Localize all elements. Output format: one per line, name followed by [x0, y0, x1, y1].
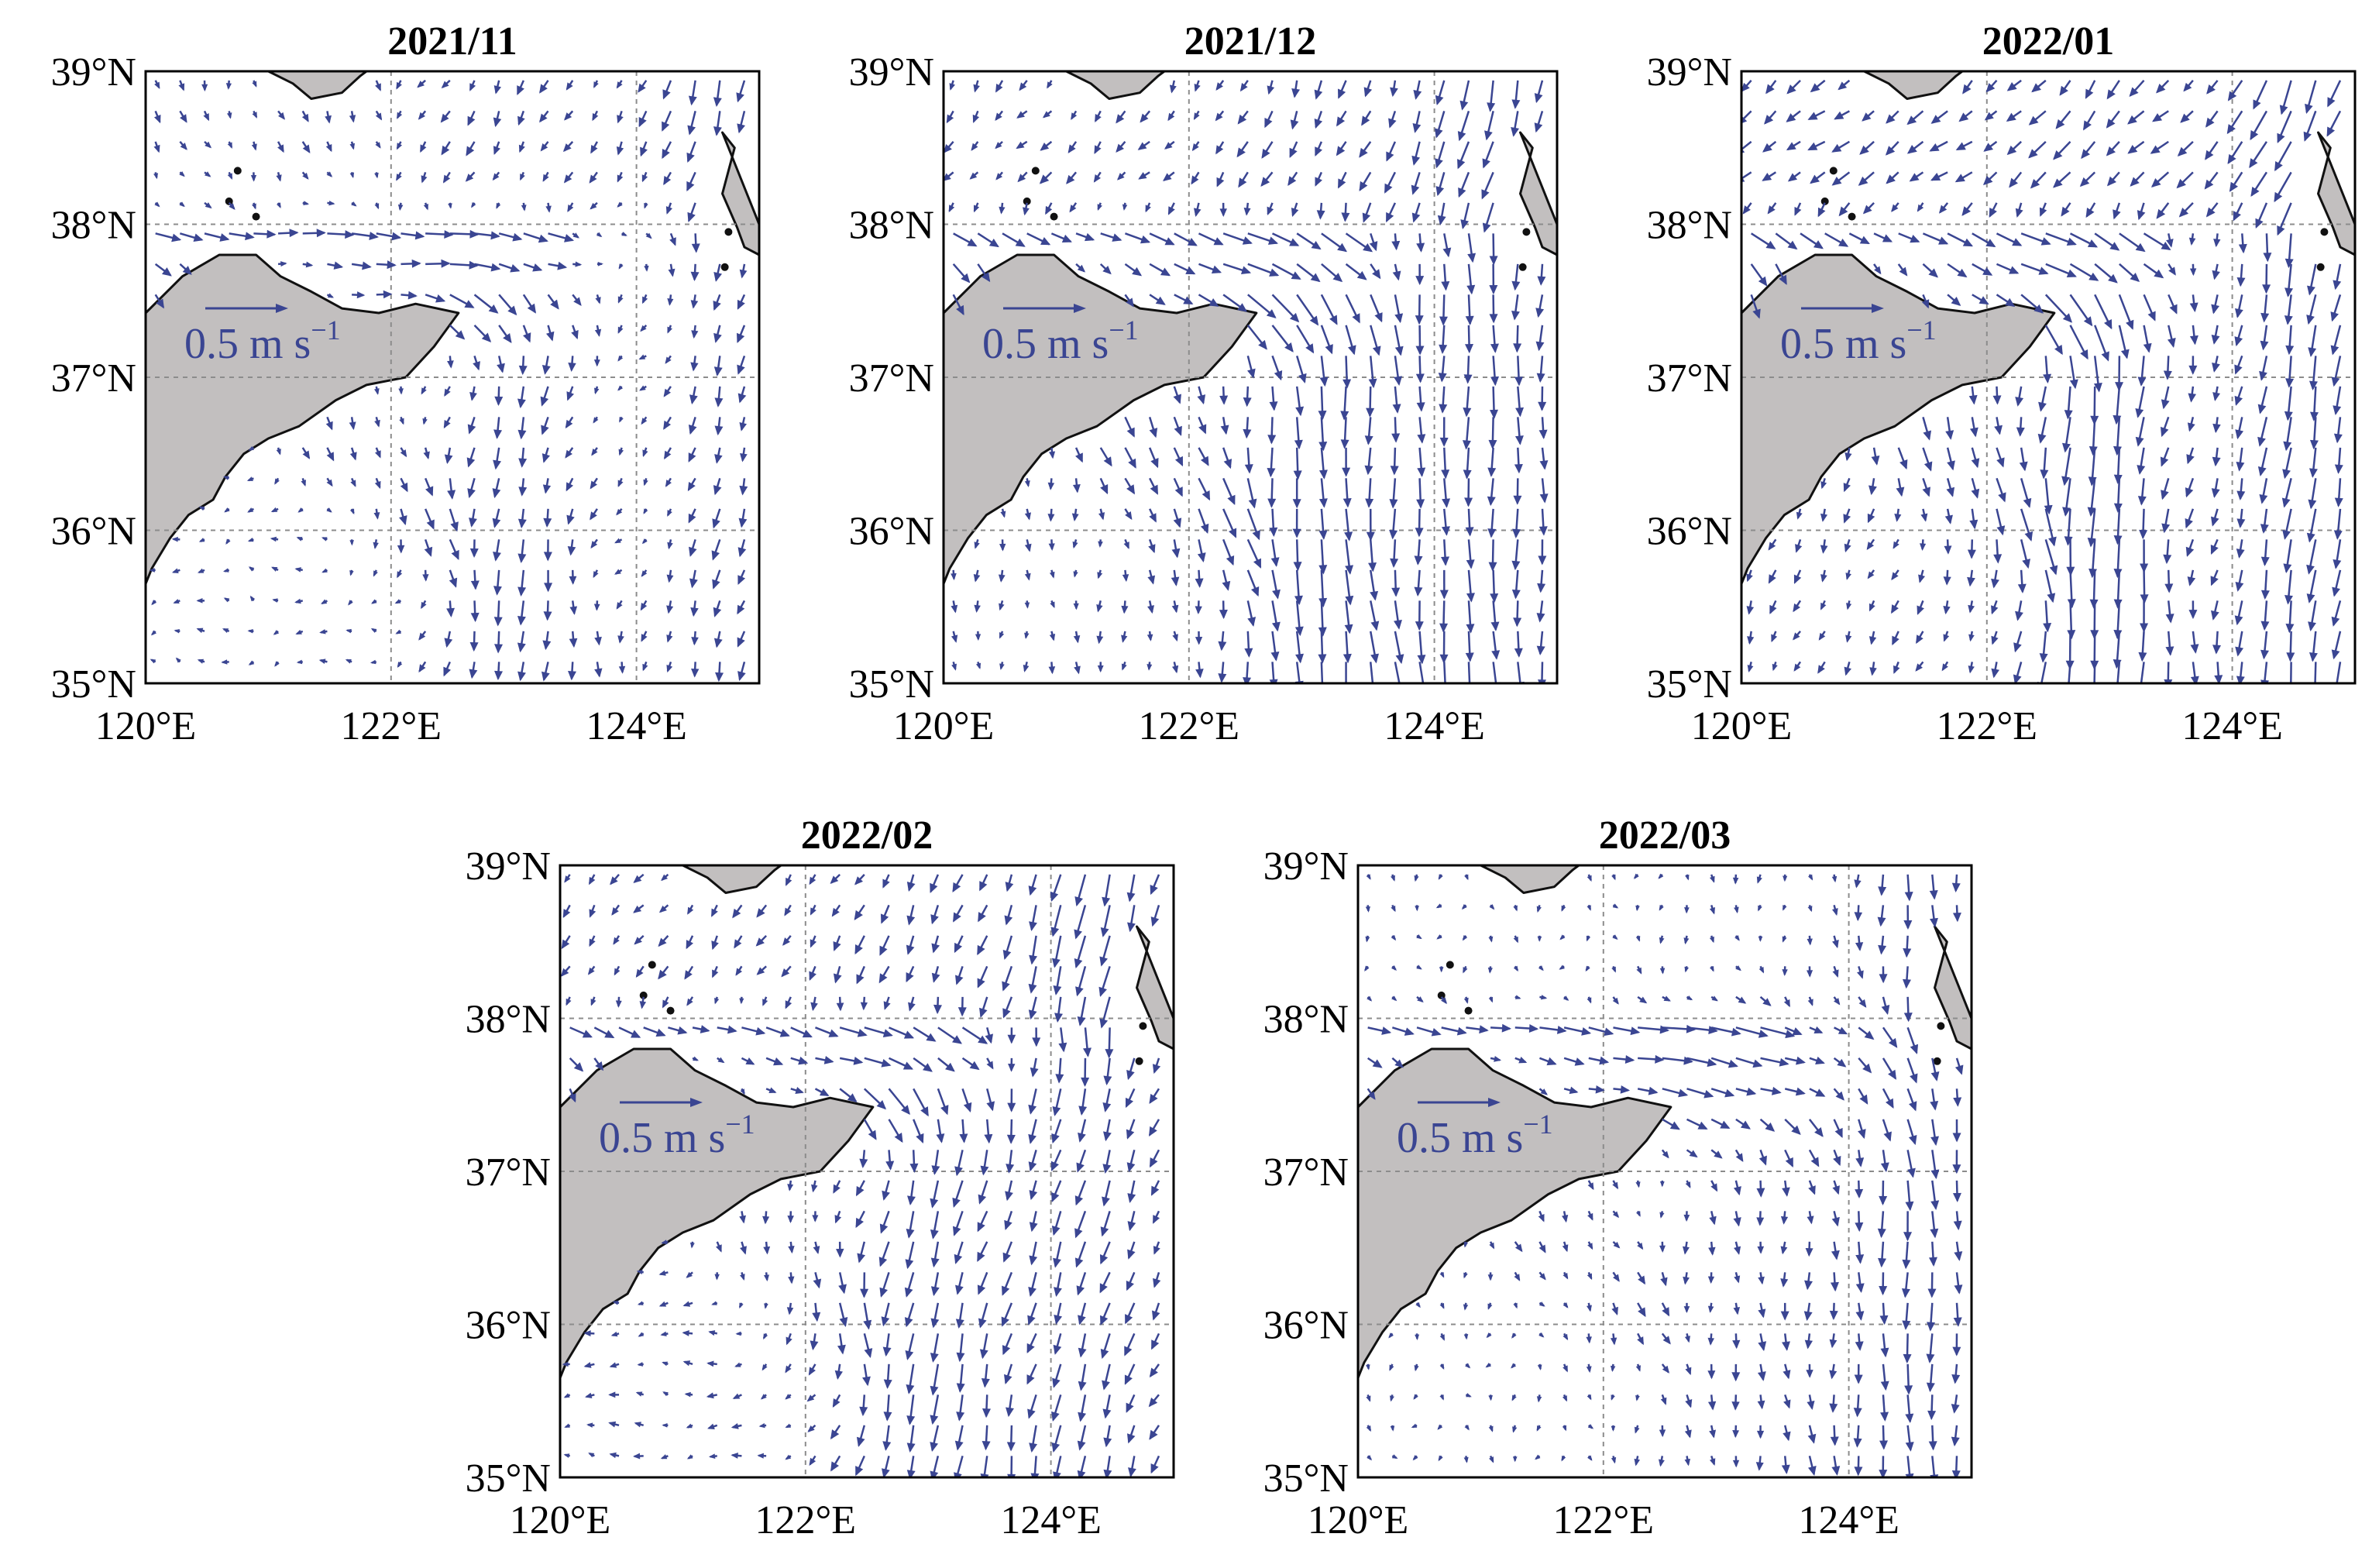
- current-map: 0.5 m s−12021/1139°N38°N37°N36°N35°N120°…: [0, 0, 782, 775]
- lat-tick-label: 37°N: [1647, 356, 1732, 401]
- lat-tick-label: 38°N: [1647, 204, 1732, 248]
- panel-title: 2022/02: [801, 813, 933, 858]
- lat-tick-label: 38°N: [849, 204, 934, 248]
- lat-tick-label: 36°N: [466, 1304, 551, 1348]
- lat-tick-label: 35°N: [51, 662, 136, 707]
- lat-tick-label: 36°N: [849, 510, 934, 554]
- current-map: 0.5 m s−12022/0239°N38°N37°N36°N35°N120°…: [414, 794, 1197, 1564]
- map-area: [548, 850, 1186, 1484]
- scale-label-exponent: −1: [1906, 315, 1936, 346]
- current-map: 0.5 m s−12021/1239°N38°N37°N36°N35°N120°…: [798, 0, 1580, 775]
- lon-tick-label: 120°E: [1691, 704, 1793, 748]
- lat-tick-label: 35°N: [849, 662, 934, 707]
- island-1: [648, 961, 656, 968]
- island-5: [2317, 263, 2325, 271]
- map-area: [1729, 56, 2367, 700]
- island-4: [1522, 228, 1530, 236]
- scale-label-exponent: −1: [1523, 1109, 1552, 1140]
- panel-title: 2022/01: [1982, 19, 2114, 64]
- lon-tick-label: 122°E: [1553, 1498, 1655, 1542]
- lat-tick-label: 35°N: [1647, 662, 1732, 707]
- lon-tick-label: 120°E: [95, 704, 197, 748]
- lat-tick-label: 38°N: [466, 998, 551, 1042]
- island-4: [724, 228, 732, 236]
- island-5: [721, 263, 729, 271]
- lon-tick-label: 122°E: [755, 1498, 857, 1542]
- lat-tick-label: 37°N: [849, 356, 934, 401]
- lat-tick-label: 38°N: [1263, 998, 1349, 1042]
- island-4: [1139, 1022, 1147, 1030]
- lat-tick-label: 35°N: [466, 1456, 551, 1501]
- lon-tick-label: 124°E: [1798, 1498, 1899, 1542]
- lon-tick-label: 122°E: [1139, 704, 1240, 748]
- lon-tick-label: 122°E: [1937, 704, 2038, 748]
- lat-tick-label: 39°N: [1647, 50, 1732, 95]
- lon-tick-label: 122°E: [341, 704, 442, 748]
- lon-tick-label: 124°E: [1384, 704, 1485, 748]
- island-3: [667, 1007, 675, 1015]
- lon-tick-label: 124°E: [2181, 704, 2283, 748]
- map-area: [133, 56, 772, 683]
- island-1: [1032, 167, 1040, 174]
- island-3: [1848, 213, 1856, 221]
- panel-title: 2022/03: [1599, 813, 1731, 858]
- lat-tick-label: 37°N: [51, 356, 136, 401]
- island-4: [1937, 1022, 1944, 1030]
- lat-tick-label: 39°N: [466, 844, 551, 889]
- lon-tick-label: 120°E: [510, 1498, 611, 1542]
- lon-tick-label: 120°E: [893, 704, 995, 748]
- lat-tick-label: 38°N: [51, 204, 136, 248]
- scale-label-exponent: −1: [725, 1109, 755, 1140]
- lon-tick-label: 124°E: [1000, 1498, 1102, 1542]
- island-5: [1136, 1057, 1143, 1065]
- current-map: 0.5 m s−12022/0139°N38°N37°N36°N35°N120°…: [1596, 0, 2378, 775]
- lon-tick-label: 120°E: [1308, 1498, 1409, 1542]
- island-3: [1465, 1007, 1473, 1015]
- island-5: [1519, 263, 1527, 271]
- island-1: [1446, 961, 1454, 968]
- lat-tick-label: 37°N: [1263, 1150, 1349, 1195]
- current-map: 0.5 m s−12022/0339°N38°N37°N36°N35°N120°…: [1212, 794, 1995, 1564]
- lat-tick-label: 39°N: [51, 50, 136, 95]
- island-1: [1830, 167, 1838, 174]
- scale-label-exponent: −1: [311, 315, 340, 346]
- lat-tick-label: 36°N: [1647, 510, 1732, 554]
- island-3: [1050, 213, 1058, 221]
- lat-tick-label: 39°N: [1263, 844, 1349, 889]
- lat-tick-label: 35°N: [1263, 1456, 1349, 1501]
- panel-title: 2021/12: [1184, 19, 1316, 64]
- map-area: [1346, 850, 1984, 1484]
- lat-tick-label: 39°N: [849, 50, 934, 95]
- lat-tick-label: 36°N: [51, 510, 136, 554]
- island-1: [234, 167, 242, 174]
- island-3: [253, 213, 260, 221]
- panel-title: 2021/11: [387, 19, 517, 64]
- lat-tick-label: 37°N: [466, 1150, 551, 1195]
- scale-label-exponent: −1: [1109, 315, 1138, 346]
- lon-tick-label: 124°E: [586, 704, 687, 748]
- island-5: [1934, 1057, 1941, 1065]
- island-4: [2320, 228, 2328, 236]
- map-area: [931, 56, 1569, 696]
- lat-tick-label: 36°N: [1263, 1304, 1349, 1348]
